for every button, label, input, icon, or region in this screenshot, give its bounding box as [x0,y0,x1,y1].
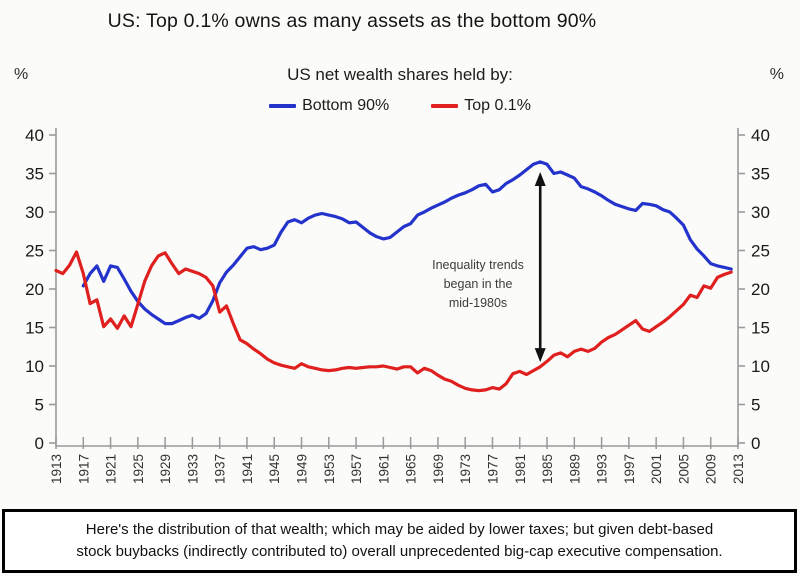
wealth-share-line-chart: 0 0 5 5 10 10 15 15 20 20 25 25 30 30 35 35 40 40 1913 1917… [25,126,770,484]
right-y-tick-label: 15 [751,319,770,338]
chart-legend: Bottom 90% Top 0.1% [0,97,800,115]
chart-subtitle: US net wealth shares held by: [287,65,513,84]
x-tick-label: 1921 [104,454,119,484]
x-tick-label: 1913 [49,454,64,484]
left-axis-unit: % [14,66,29,83]
x-tick-label: 1929 [158,454,173,484]
x-tick-label: 1933 [185,454,200,484]
x-tick-label: 2001 [649,454,664,484]
right-y-tick-label: 0 [751,434,760,453]
page-title: US: Top 0.1% owns as many assets as the … [107,10,597,32]
caption-line-2: stock buybacks (indirectly contributed t… [76,543,723,560]
x-tick-label: 1965 [404,454,419,484]
left-y-tick-label: 5 [35,396,44,415]
annotation-text: Inequality trends began in the mid-1980s [432,258,524,310]
x-tick-label: 1973 [458,454,473,484]
left-y-tick-label: 0 [35,434,44,453]
x-tick-label: 1953 [322,454,337,484]
annotation-arrow-head-up [534,171,546,186]
x-tick-label: 1945 [267,454,282,484]
right-y-tick-label: 20 [751,280,770,299]
legend-label-bottom-90: Bottom 90% [302,97,390,114]
legend-item-top-01: Top 0.1% [431,97,531,115]
x-tick-label: 1941 [240,454,255,484]
legend-swatch-top-01 [431,104,459,108]
x-tick-label: 1997 [622,454,637,484]
x-tick-label: 1989 [567,454,582,484]
x-tick-label: 1993 [595,454,610,484]
x-tick-label: 1949 [295,454,310,484]
series-line-bottom-90 [81,160,733,326]
legend-label-top-01: Top 0.1% [464,97,531,114]
x-tick-label: 1937 [213,454,228,484]
right-y-tick-label: 40 [751,126,770,145]
left-y-tick-label: 35 [25,165,44,184]
legend-swatch-bottom-90 [269,104,297,108]
left-y-tick-label: 25 [25,242,44,261]
left-y-tick-label: 15 [25,319,44,338]
caption-line-1: Here's the distribution of that wealth; … [85,521,714,539]
right-y-tick-label: 10 [751,357,770,376]
x-tick-label: 2009 [704,454,719,484]
x-tick-label: 1957 [349,454,364,484]
legend-item-bottom-90: Bottom 90% [269,97,389,115]
x-tick-label: 2013 [731,454,746,484]
x-tick-label: 1961 [376,454,391,484]
right-axis-unit: % [769,66,784,83]
x-tick-label: 1925 [131,454,146,484]
annotation-arrow-head-down [534,348,546,363]
right-y-tick-label: 35 [751,165,770,184]
right-y-tick-label: 5 [751,396,760,415]
left-y-tick-label: 40 [25,126,44,145]
x-tick-label: 1981 [513,454,528,484]
x-tick-label: 2005 [676,454,691,484]
caption-box: Here's the distribution of that wealth; … [2,509,797,573]
x-tick-label: 1985 [540,454,555,484]
right-y-tick-label: 30 [751,203,770,222]
series-line-top-01 [54,250,733,393]
right-y-tick-label: 25 [751,242,770,261]
x-tick-label: 1917 [76,454,91,484]
x-tick-label: 1977 [485,454,500,484]
left-y-tick-label: 10 [25,357,44,376]
left-y-tick-label: 30 [25,203,44,222]
left-y-tick-label: 20 [25,280,44,299]
x-tick-label: 1969 [431,454,446,484]
